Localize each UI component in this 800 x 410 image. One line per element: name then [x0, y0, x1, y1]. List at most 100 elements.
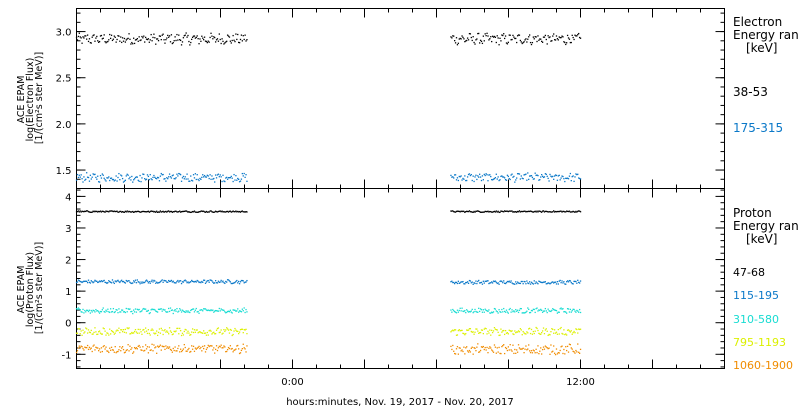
data-point [169, 41, 172, 43]
data-point [97, 281, 99, 284]
data-point [79, 333, 81, 335]
data-point [203, 332, 206, 334]
data-point [543, 310, 546, 312]
data-point [577, 279, 579, 281]
data-point [466, 39, 468, 42]
data-point [102, 174, 104, 176]
data-point [87, 348, 90, 351]
data-point [238, 331, 241, 333]
data-point [101, 173, 103, 175]
data-point [191, 180, 194, 182]
data-point [228, 210, 231, 213]
data-point [243, 347, 245, 349]
data-point [230, 175, 232, 178]
data-point [100, 311, 103, 313]
data-point [116, 351, 118, 353]
data-point [526, 349, 528, 351]
data-point [165, 280, 167, 282]
data-point [214, 282, 216, 284]
data-point [242, 211, 244, 213]
data-point [86, 309, 89, 312]
data-point [187, 211, 189, 213]
data-point [222, 280, 224, 282]
data-point [77, 35, 80, 38]
data-point [225, 211, 227, 213]
data-point [107, 40, 109, 43]
data-point [521, 280, 523, 283]
data-point [183, 330, 185, 333]
data-point [517, 311, 520, 314]
data-point [469, 33, 472, 35]
data-point [217, 347, 220, 349]
data-point [495, 310, 497, 312]
data-point [491, 349, 493, 351]
data-point [488, 347, 490, 350]
data-point [512, 211, 514, 213]
data-point [168, 280, 171, 283]
data-point [85, 327, 87, 329]
data-point [533, 280, 535, 282]
data-point [95, 176, 97, 179]
data-point [154, 280, 156, 282]
data-point [214, 36, 216, 39]
data-point [151, 328, 153, 330]
data-point [573, 38, 575, 41]
data-point [88, 38, 91, 40]
data-point [518, 309, 521, 311]
data-point [168, 327, 171, 329]
data-point [78, 328, 80, 330]
data-point [550, 331, 552, 333]
data-point [481, 311, 484, 313]
data-point [236, 38, 238, 41]
data-point [93, 331, 95, 334]
data-point [577, 33, 579, 36]
data-point [167, 177, 169, 180]
data-point [484, 308, 486, 310]
data-point [161, 34, 163, 36]
electron-panel-frame [76, 8, 725, 189]
data-point [112, 331, 115, 333]
data-point [209, 36, 211, 39]
data-point [187, 34, 189, 37]
data-point [453, 35, 455, 37]
data-point [213, 347, 215, 349]
data-point [123, 180, 126, 182]
data-point [131, 211, 133, 213]
data-point [102, 280, 104, 282]
data-point [204, 351, 207, 353]
data-point [90, 347, 92, 349]
data-point [564, 211, 566, 213]
data-point [139, 311, 141, 313]
data-point [569, 41, 572, 44]
data-point [90, 211, 92, 213]
data-point [454, 211, 457, 213]
data-point [485, 173, 487, 175]
data-point [494, 328, 497, 330]
data-point [454, 353, 457, 355]
data-point [518, 210, 521, 212]
data-point [163, 309, 165, 311]
data-point [496, 211, 498, 213]
data-point [572, 283, 574, 285]
data-point [111, 39, 114, 42]
data-point [160, 211, 162, 213]
data-point [185, 329, 187, 331]
data-point [115, 175, 117, 177]
data-point [145, 38, 148, 40]
data-point [106, 177, 108, 179]
data-point [577, 310, 579, 312]
data-point [219, 310, 221, 312]
data-point [99, 310, 102, 313]
data-point [179, 210, 181, 212]
data-point [86, 344, 89, 347]
data-point [525, 38, 527, 40]
data-point [561, 175, 563, 177]
data-point [453, 177, 455, 179]
data-point [171, 281, 173, 283]
data-point [181, 349, 184, 352]
data-point [484, 346, 486, 349]
data-point [91, 211, 93, 213]
data-point [81, 281, 83, 284]
data-point [209, 309, 211, 312]
data-point [156, 330, 158, 332]
